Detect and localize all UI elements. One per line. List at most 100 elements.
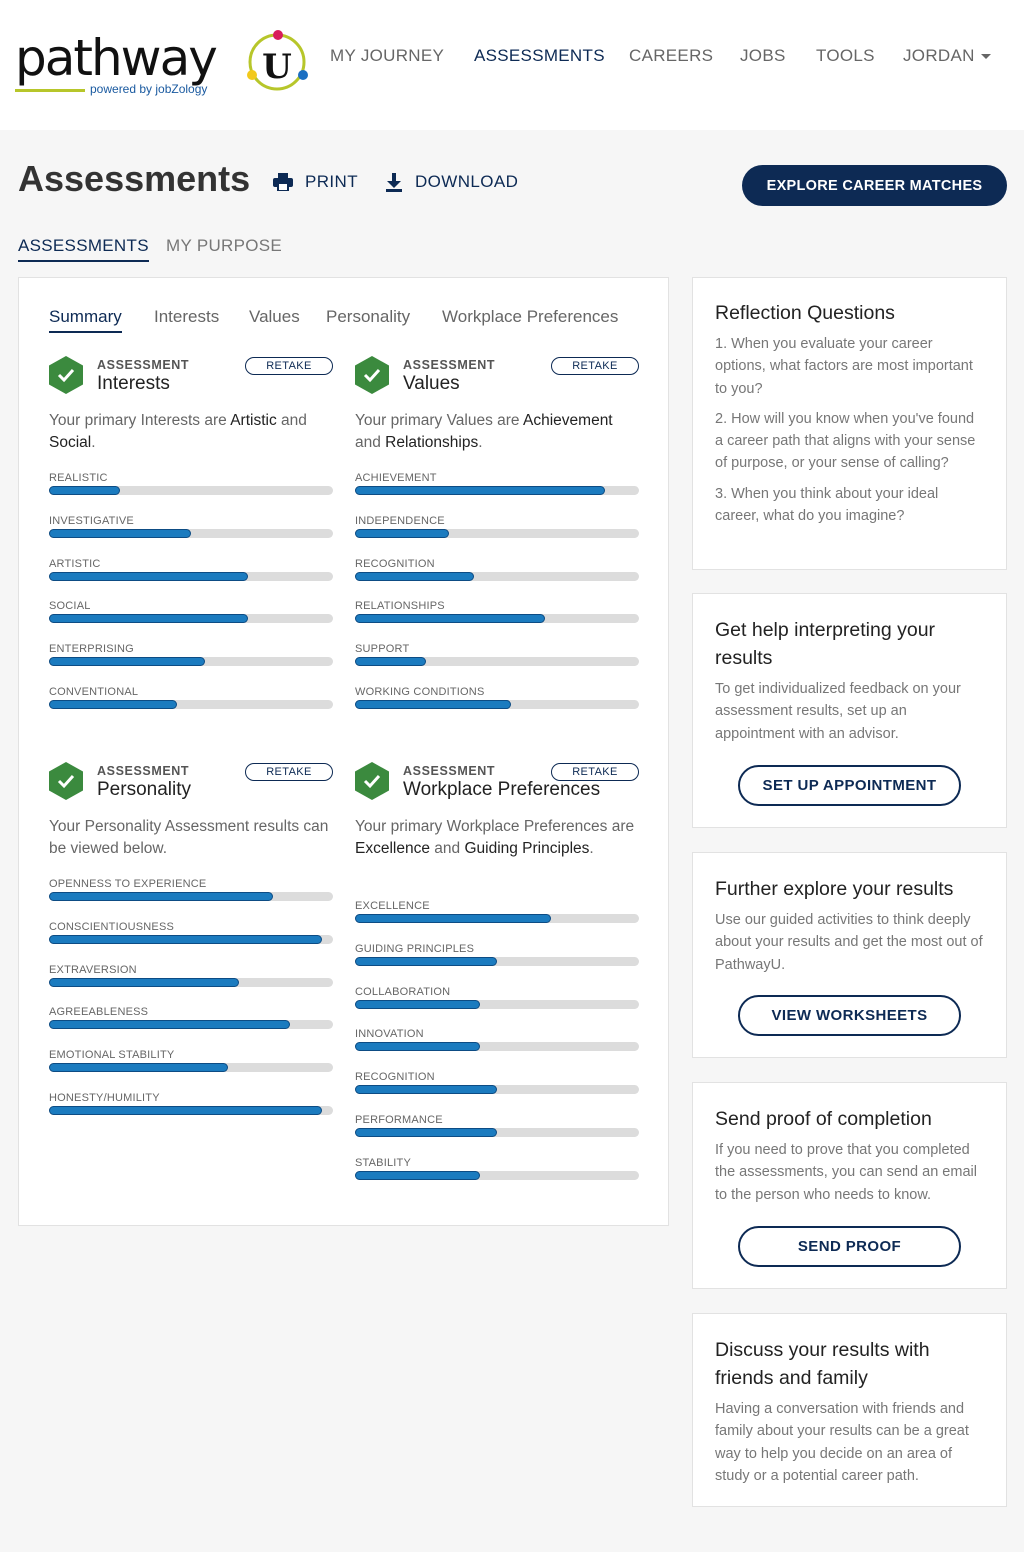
score-row: STABILITY [355, 1156, 639, 1199]
score-label: COLLABORATION [355, 985, 451, 998]
score-label: REALISTIC [49, 472, 108, 484]
score-fill [355, 699, 512, 709]
score-row: CONSCIENTIOUSNESS [49, 920, 333, 963]
tab-values[interactable]: Values [249, 307, 300, 326]
download-icon [386, 172, 402, 192]
score-fill [49, 657, 206, 667]
assessment-kicker: ASSESSMENT [403, 764, 496, 778]
score-label: EXTRAVERSION [49, 963, 137, 976]
score-fill [355, 1127, 497, 1137]
logo-u-emblem: U [247, 30, 308, 91]
score-track [49, 657, 333, 667]
score-fill [49, 1020, 291, 1030]
score-row: ACHIEVEMENT [355, 471, 639, 514]
score-row: RECOGNITION [355, 557, 639, 600]
score-bars: REALISTIC INVESTIGATIVE ARTISTIC SOCIAL ENTE… [49, 471, 333, 728]
score-track [355, 699, 639, 709]
score-label: AGREEABLENESS [49, 1006, 149, 1019]
svg-text:U: U [262, 47, 292, 87]
score-fill [49, 614, 248, 624]
score-track [49, 892, 333, 901]
check-badge-icon [49, 762, 83, 800]
tab-summary[interactable]: Summary [49, 307, 122, 333]
score-row: ARTISTIC [49, 557, 333, 600]
user-name: JORDAN [903, 46, 975, 65]
score-fill [49, 571, 248, 581]
score-row: RELATIONSHIPS [355, 599, 639, 642]
nav-assessments[interactable]: ASSESSMENTS [474, 46, 605, 65]
subtab-assessments[interactable]: ASSESSMENTS [18, 236, 149, 262]
printer-icon [273, 173, 293, 191]
score-label: ACHIEVEMENT [355, 472, 437, 484]
score-row: INDEPENDENCE [355, 514, 639, 557]
chevron-down-icon [980, 53, 991, 59]
reflection-questions-card: Reflection Questions 1. When you evaluat… [692, 277, 1007, 570]
score-track [355, 486, 639, 495]
tab-personality[interactable]: Personality [326, 307, 411, 326]
subtab-my-purpose[interactable]: MY PURPOSE [166, 236, 283, 255]
retake-button[interactable]: RETAKE [245, 763, 333, 781]
score-bars: EXCELLENCE GUIDING PRINCIPLES COLLABORATIO… [355, 899, 639, 1199]
score-row: EXCELLENCE [355, 899, 639, 942]
score-label: CONSCIENTIOUSNESS [49, 920, 175, 933]
score-label: ARTISTIC [49, 557, 101, 570]
user-menu[interactable]: JORDAN [903, 46, 991, 66]
nav-my-journey[interactable]: MY JOURNEY [330, 46, 445, 65]
retake-button[interactable]: RETAKE [551, 357, 639, 375]
download-button[interactable]: DOWNLOAD [385, 172, 518, 192]
reflection-title: Reflection Questions [715, 302, 895, 324]
score-label: INVESTIGATIVE [49, 514, 134, 527]
logo-wordmark: pathway [15, 29, 218, 87]
score-fill [49, 977, 240, 987]
tab-workplace-preferences[interactable]: Workplace Preferences [442, 307, 619, 326]
score-track [355, 657, 639, 667]
print-label: PRINT [305, 172, 358, 191]
tab-interests[interactable]: Interests [154, 307, 220, 326]
nav-tools[interactable]: TOOLS [816, 46, 875, 65]
print-button[interactable]: PRINT [273, 172, 358, 192]
score-fill [49, 1105, 322, 1115]
score-label: INNOVATION [355, 1028, 424, 1041]
reflection-question: 2. How will you know when you've found a… [715, 410, 976, 472]
retake-button[interactable]: RETAKE [551, 763, 639, 781]
check-badge-icon [355, 762, 389, 800]
send-proof-button[interactable]: SEND PROOF [738, 1226, 961, 1267]
score-track [355, 1127, 639, 1137]
score-track [355, 1042, 639, 1052]
retake-button[interactable]: RETAKE [245, 357, 333, 375]
pathwayu-logo[interactable]: pathway powered by jobZology U [15, 26, 315, 100]
explore-text: Use our guided activities to think deepl… [715, 912, 983, 973]
score-fill [355, 999, 480, 1009]
nav-careers[interactable]: CAREERS [629, 46, 714, 65]
score-row: HONESTY/HUMILITY [49, 1091, 333, 1134]
set-up-appointment-button[interactable]: SET UP APPOINTMENT [738, 765, 961, 806]
score-label: GUIDING PRINCIPLES [355, 942, 475, 955]
check-badge-icon [49, 356, 83, 394]
score-label: RECOGNITION [355, 557, 435, 570]
discuss-results-card: Discuss your results with friends and fa… [692, 1313, 1007, 1507]
help-title: Get help interpreting your results [715, 619, 936, 669]
score-track [49, 571, 333, 581]
help-text: To get individualized feedback on your a… [715, 681, 961, 742]
score-row: COLLABORATION [355, 985, 639, 1028]
score-track [355, 999, 639, 1009]
score-row: REALISTIC [49, 471, 333, 514]
assessment-summary: Your primary Values are Achievement and … [355, 412, 613, 451]
score-row: CONVENTIONAL [49, 685, 333, 728]
score-track [355, 528, 639, 538]
score-track [355, 956, 639, 966]
assessment-summary: Your primary Interests are Artistic and … [49, 412, 307, 451]
score-row: AGREEABLENESS [49, 1005, 333, 1048]
page-title: Assessments [18, 158, 251, 199]
explore-career-matches-button[interactable]: EXPLORE CAREER MATCHES [742, 165, 1007, 206]
score-track [49, 1063, 333, 1073]
nav-jobs[interactable]: JOBS [740, 46, 786, 65]
check-badge-icon [355, 356, 389, 394]
score-label: PERFORMANCE [355, 1113, 443, 1126]
assessment-title: Interests [97, 373, 170, 394]
score-track [355, 1085, 639, 1095]
score-fill [49, 934, 322, 944]
score-track [49, 1105, 333, 1115]
score-track [49, 977, 333, 987]
view-worksheets-button[interactable]: VIEW WORKSHEETS [738, 995, 961, 1036]
